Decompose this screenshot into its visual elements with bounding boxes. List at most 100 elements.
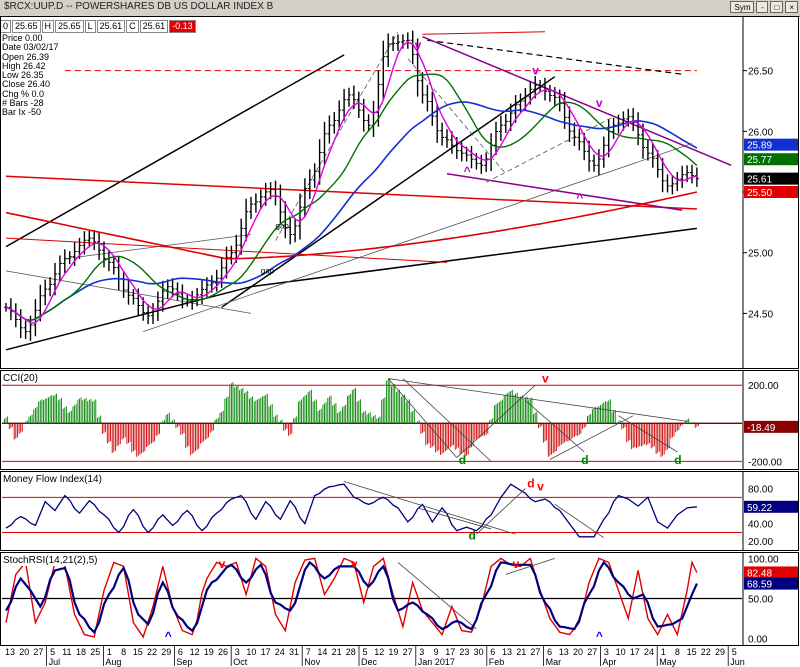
price-bar — [543, 77, 547, 101]
price-bar — [577, 128, 582, 151]
price-bar — [298, 193, 302, 240]
ma-mid-line — [5, 73, 698, 322]
price-bar — [337, 100, 342, 131]
price-bar — [273, 180, 278, 206]
price-bar — [445, 129, 449, 148]
x-day-label: 30 — [474, 647, 484, 657]
x-day-label: 15 — [133, 647, 143, 657]
x-day-label: 20 — [573, 647, 583, 657]
x-month-label: Dec — [361, 657, 378, 667]
mfi-panel-label: Money Flow Index(14) — [2, 474, 103, 485]
close-button[interactable]: × — [785, 1, 798, 13]
price-tag-text: 25.89 — [747, 141, 772, 152]
price-bar — [62, 249, 67, 273]
x-axis: 13 20 27 5 11 18 25 1 8 15 22 29 6 12 19 26 3 10 17 24 31 7 14… — [5, 646, 745, 667]
x-day-label: 18 — [76, 647, 86, 657]
cci-ytick-label: -200.00 — [748, 457, 782, 468]
x-day-label: 22 — [147, 647, 157, 657]
stochrsi-value-tag: 68.59 — [744, 577, 798, 591]
price-bar — [342, 88, 347, 121]
price-bar — [332, 112, 337, 134]
x-day-label: 26 — [218, 647, 228, 657]
symbol-button[interactable]: Sym — [730, 1, 755, 13]
price-bar — [489, 133, 494, 172]
ma-short-line — [5, 41, 698, 324]
quote-change: -0.13 — [169, 20, 196, 33]
price-bar — [258, 189, 263, 210]
price-bar — [312, 163, 317, 188]
x-day-label: 21 — [332, 647, 342, 657]
price-bar — [645, 140, 650, 161]
stochrsi-annotation: v — [351, 557, 358, 571]
price-tag-text: 25.77 — [747, 155, 772, 166]
minimize-button[interactable]: - — [756, 1, 769, 13]
price-bar — [538, 80, 543, 93]
price-bar — [650, 143, 655, 168]
price-bar — [121, 270, 126, 298]
price-bar — [366, 114, 371, 132]
maximize-button[interactable]: □ — [770, 1, 784, 13]
cci-annotation: v — [542, 371, 549, 385]
price-bar — [13, 303, 18, 328]
price-bar — [592, 154, 596, 172]
price-annotation: v — [532, 63, 539, 77]
price-bar — [498, 115, 503, 141]
price-bar — [219, 258, 224, 288]
x-day-label: 11 — [62, 647, 71, 657]
x-day-label: 25 — [90, 647, 100, 657]
price-bar — [155, 291, 160, 321]
quote-low-label: L — [84, 20, 96, 33]
price-bar — [200, 280, 204, 305]
stochrsi-trend-line — [397, 562, 477, 630]
mfi-panel-frame — [0, 471, 799, 551]
x-day-label: 22 — [701, 647, 711, 657]
ma-200-line — [5, 191, 698, 260]
ma-long-line — [5, 101, 698, 322]
x-day-label: 6 — [547, 647, 552, 657]
info-high: High 26.42 — [2, 60, 46, 71]
price-bar — [631, 107, 636, 132]
price-bar — [680, 165, 685, 189]
price-bar — [523, 87, 528, 110]
info-date: Date 03/02/17 — [2, 42, 59, 53]
price-bar — [307, 169, 312, 199]
price-tag-text: 25.50 — [747, 188, 772, 199]
price-bar — [582, 132, 587, 161]
price-bar — [636, 112, 641, 146]
price-bar — [469, 145, 474, 169]
quote-high: 25.65 — [55, 20, 84, 33]
price-bar — [420, 72, 425, 104]
x-day-label: 28 — [346, 647, 356, 657]
trend-line — [422, 35, 732, 166]
price-tag: 25.50 — [744, 186, 798, 199]
price-bar — [415, 38, 420, 97]
cci-value-tag: -18.49 — [744, 420, 798, 434]
x-day-label: 3 — [419, 647, 424, 657]
price-bar — [621, 111, 626, 131]
x-day-label: 5 — [50, 647, 55, 657]
price-bar — [430, 91, 435, 126]
x-day-label: 20 — [19, 647, 29, 657]
price-tag: 25.61 — [744, 172, 798, 186]
price-bar — [690, 164, 694, 184]
stochrsi-annotation: ^ — [596, 629, 603, 643]
trend-line — [64, 234, 252, 260]
price-annotation: v — [415, 38, 422, 52]
price-bar — [170, 278, 175, 298]
mfi-trend-line — [554, 504, 605, 539]
x-day-label: 3 — [235, 647, 240, 657]
price-bar — [552, 87, 557, 106]
price-bar — [146, 304, 151, 325]
x-month-label: May — [659, 657, 677, 667]
price-annotation: ^ — [576, 191, 583, 205]
stochrsi-annotation: ^ — [165, 629, 172, 643]
x-day-label: 17 — [630, 647, 640, 657]
price-bar — [484, 152, 489, 172]
gap-label: gap — [261, 266, 275, 275]
price-bar — [229, 245, 234, 265]
stochrsi-panel-label: StochRSI(14,21(2),5) — [2, 555, 99, 566]
stochrsi-ytick-label: 0.00 — [748, 635, 768, 646]
price-bar — [596, 149, 601, 176]
trend-line — [446, 173, 683, 211]
